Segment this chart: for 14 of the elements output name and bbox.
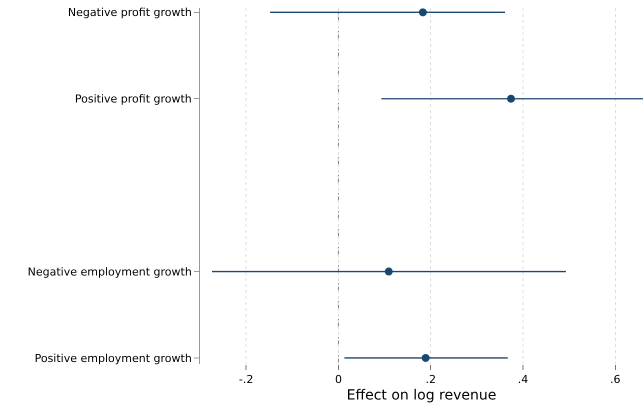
x-tick-label: .2 bbox=[425, 373, 436, 386]
y-tick-label: Negative profit growth bbox=[68, 6, 192, 20]
x-axis-title: Effect on log revenue bbox=[346, 388, 496, 404]
x-tick-label: .6 bbox=[610, 373, 621, 386]
y-tick-label: Negative employment growth bbox=[28, 265, 192, 278]
y-tick-label: Positive profit growth bbox=[74, 92, 192, 106]
y-tick-label: Positive employment growth bbox=[34, 352, 192, 365]
point bbox=[384, 268, 393, 276]
point bbox=[507, 94, 516, 103]
point bbox=[422, 354, 430, 362]
x-tick-label: .4 bbox=[518, 373, 528, 386]
x-tick-label: -.2 bbox=[238, 373, 254, 386]
point bbox=[418, 8, 427, 16]
x-tick-label: 0 bbox=[334, 373, 342, 386]
